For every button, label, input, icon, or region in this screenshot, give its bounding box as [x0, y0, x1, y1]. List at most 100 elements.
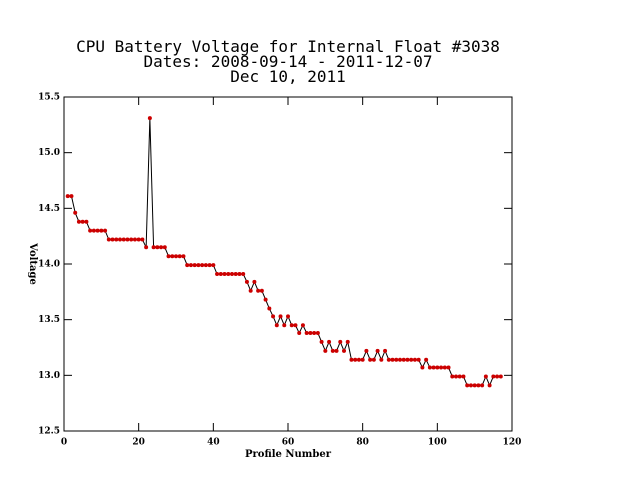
data-point: [405, 357, 410, 362]
data-point: [147, 116, 152, 121]
data-point: [412, 357, 417, 362]
data-point: [84, 219, 89, 224]
data-point: [327, 339, 332, 344]
y-tick-label: 13.0: [38, 371, 60, 381]
data-point: [379, 357, 384, 362]
data-point: [465, 383, 470, 388]
data-point: [304, 331, 309, 336]
data-point: [330, 348, 335, 353]
data-point: [207, 263, 212, 268]
data-point: [99, 228, 104, 233]
data-point: [282, 323, 287, 328]
data-point: [88, 228, 93, 233]
data-point: [435, 365, 440, 370]
data-point: [427, 365, 432, 370]
y-tick-label: 13.5: [38, 315, 60, 325]
data-point: [345, 339, 350, 344]
data-point: [416, 357, 421, 362]
data-point: [114, 237, 119, 242]
data-point: [356, 357, 361, 362]
data-point: [162, 245, 167, 250]
data-point: [136, 237, 141, 242]
data-point: [439, 365, 444, 370]
x-tick-label: 120: [503, 438, 522, 448]
data-point: [480, 383, 485, 388]
data-point: [73, 210, 78, 215]
data-point: [188, 263, 193, 268]
data-point: [342, 348, 346, 353]
data-point: [69, 194, 74, 199]
data-point: [151, 245, 156, 250]
y-tick-label: 15.5: [38, 93, 60, 103]
data-point: [394, 357, 399, 362]
data-point: [349, 357, 354, 362]
data-point: [424, 357, 429, 362]
data-point: [297, 331, 302, 336]
data-point: [118, 237, 122, 242]
data-point: [334, 348, 339, 353]
data-point: [461, 374, 466, 379]
data-point: [315, 331, 320, 336]
data-point: [230, 272, 234, 277]
data-point: [375, 348, 380, 353]
data-point: [170, 254, 175, 259]
data-point: [200, 263, 205, 268]
data-point: [181, 254, 186, 259]
data-point: [431, 365, 436, 370]
data-point: [65, 194, 70, 199]
chart-date: Dec 10, 2011: [230, 67, 346, 86]
data-point: [129, 237, 134, 242]
data-point: [274, 323, 279, 328]
data-point: [177, 254, 182, 259]
data-point: [398, 357, 402, 362]
data-point: [360, 357, 365, 362]
x-tick-label: 0: [61, 438, 67, 448]
data-point: [323, 348, 328, 353]
data-point: [278, 314, 283, 319]
data-point: [300, 323, 305, 328]
data-point: [454, 374, 458, 379]
x-tick-label: 20: [132, 438, 145, 448]
data-point: [491, 374, 496, 379]
data-point: [286, 314, 290, 319]
y-axis-label: Voltage: [27, 242, 38, 285]
data-point: [267, 306, 272, 311]
data-point: [159, 245, 164, 250]
data-point: [338, 339, 343, 344]
data-point: [174, 254, 178, 259]
data-point: [226, 272, 231, 277]
data-point: [203, 263, 208, 268]
data-point: [110, 237, 115, 242]
data-point: [386, 357, 391, 362]
data-point: [450, 374, 455, 379]
y-tick-label: 14.0: [38, 260, 60, 270]
data-point: [233, 272, 238, 277]
data-point: [371, 357, 376, 362]
data-point: [76, 219, 81, 224]
data-point: [409, 357, 414, 362]
data-point: [289, 323, 294, 328]
y-tick-label: 15.0: [38, 148, 60, 158]
data-point: [368, 357, 373, 362]
data-point: [319, 339, 324, 344]
x-tick-label: 40: [207, 438, 220, 448]
data-point: [144, 245, 149, 250]
data-point: [498, 374, 503, 379]
data-point: [390, 357, 395, 362]
data-point: [293, 323, 298, 328]
data-point: [256, 288, 261, 293]
data-point: [132, 237, 137, 242]
data-point: [271, 314, 276, 319]
data-point: [476, 383, 481, 388]
data-point: [103, 228, 108, 233]
data-point: [252, 279, 257, 284]
data-point: [125, 237, 130, 242]
chart-title: CPU Battery Voltage for Internal Float #…: [76, 37, 500, 56]
data-point: [106, 237, 111, 242]
data-point: [308, 331, 313, 336]
data-point: [121, 237, 126, 242]
x-axis-label: Profile Number: [245, 449, 332, 460]
data-point: [364, 348, 369, 353]
data-point: [80, 219, 85, 224]
